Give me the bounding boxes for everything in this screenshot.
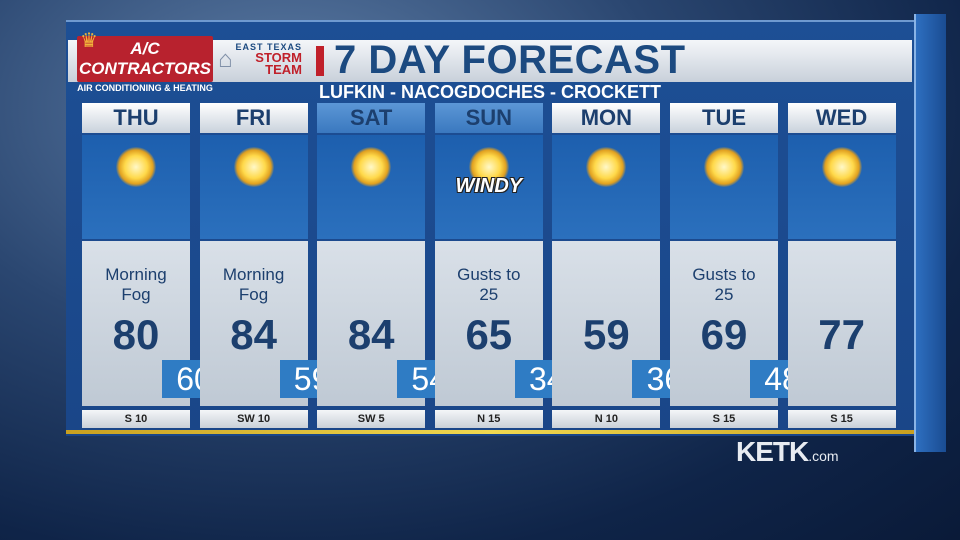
wind-label: N 10 [552, 410, 661, 428]
day-column: SAT 84 SW 5 [317, 103, 426, 428]
wind-label: S 10 [82, 410, 190, 428]
temp-panel: 77 [787, 241, 896, 406]
high-temp: 84 [230, 311, 277, 358]
wind-label: N 15 [434, 410, 543, 428]
storm-line2: STORM [255, 50, 302, 65]
high-temp: 80 [112, 311, 160, 358]
storm-line1: EAST TEXAS [235, 42, 302, 52]
sky-panel [787, 135, 896, 239]
day-label: FRI [199, 103, 308, 133]
sun-icon [351, 147, 392, 187]
condition-text: Morning Fog [105, 265, 167, 304]
high-temp: 59 [583, 311, 630, 358]
day-label: TUE [670, 103, 778, 133]
texas-outline-icon: ⌂ [218, 46, 233, 73]
day-column: MON 59 N 10 [552, 103, 661, 428]
sponsor-name: A/C CONTRACTORS [79, 39, 211, 78]
side-bar [914, 14, 946, 452]
sun-icon [586, 147, 627, 187]
sky-panel [317, 135, 426, 239]
station-logo: KETK.com [736, 436, 839, 468]
day-column: TUE Gusts to 25 69 S 15 [670, 103, 778, 428]
day-label: SAT [317, 103, 426, 133]
condition-text: Morning Fog [222, 265, 285, 304]
sky-panel [82, 135, 190, 239]
sun-icon [233, 147, 274, 187]
day-label: MON [552, 103, 661, 133]
day-label: WED [787, 103, 896, 133]
day-label: SUN [434, 103, 543, 133]
wind-label: SW 10 [199, 410, 308, 428]
wind-label: S 15 [670, 410, 778, 428]
station-suffix: .com [808, 448, 839, 464]
storm-line3: TEAM [265, 62, 302, 77]
high-temp: 77 [818, 311, 865, 358]
page-title: 7 DAY FORECAST [334, 38, 686, 82]
sky-panel [199, 135, 308, 239]
weather-note: WINDY [455, 175, 523, 197]
day-column: THU Morning Fog 80 S 10 [82, 103, 190, 428]
condition-text: Gusts to 25 [457, 265, 521, 304]
sun-icon [468, 147, 509, 187]
day-column: FRI Morning Fog 84 SW 10 [199, 103, 308, 428]
sky-panel: WINDY [434, 135, 543, 239]
condition-text: Gusts to 25 [692, 265, 756, 304]
sponsor-logo: ♛ A/C CONTRACTORS AIR CONDITIONING & HEA… [77, 30, 213, 93]
gold-divider [66, 430, 914, 434]
subtitle: LUFKIN - NACOGDOCHES - CROCKETT [319, 82, 661, 102]
day-label: THU [82, 103, 190, 133]
wind-label: S 15 [787, 410, 896, 428]
title-accent [316, 46, 324, 76]
sky-panel [670, 135, 778, 239]
wind-label: SW 5 [317, 410, 426, 428]
high-temp: 84 [347, 311, 395, 358]
station-call: KETK [736, 436, 809, 467]
high-temp: 69 [700, 311, 748, 358]
sun-icon [821, 147, 862, 187]
crown-icon: ♛ [80, 30, 98, 52]
sponsor-tagline: AIR CONDITIONING & HEATING [77, 83, 213, 93]
sky-panel [552, 135, 661, 239]
sun-icon [116, 147, 156, 187]
storm-team-logo: ⌂ EAST TEXAS STORM TEAM [218, 42, 302, 78]
high-temp: 65 [465, 311, 513, 358]
sun-icon [704, 147, 744, 187]
day-column: WED 77 S 15 [787, 103, 896, 428]
